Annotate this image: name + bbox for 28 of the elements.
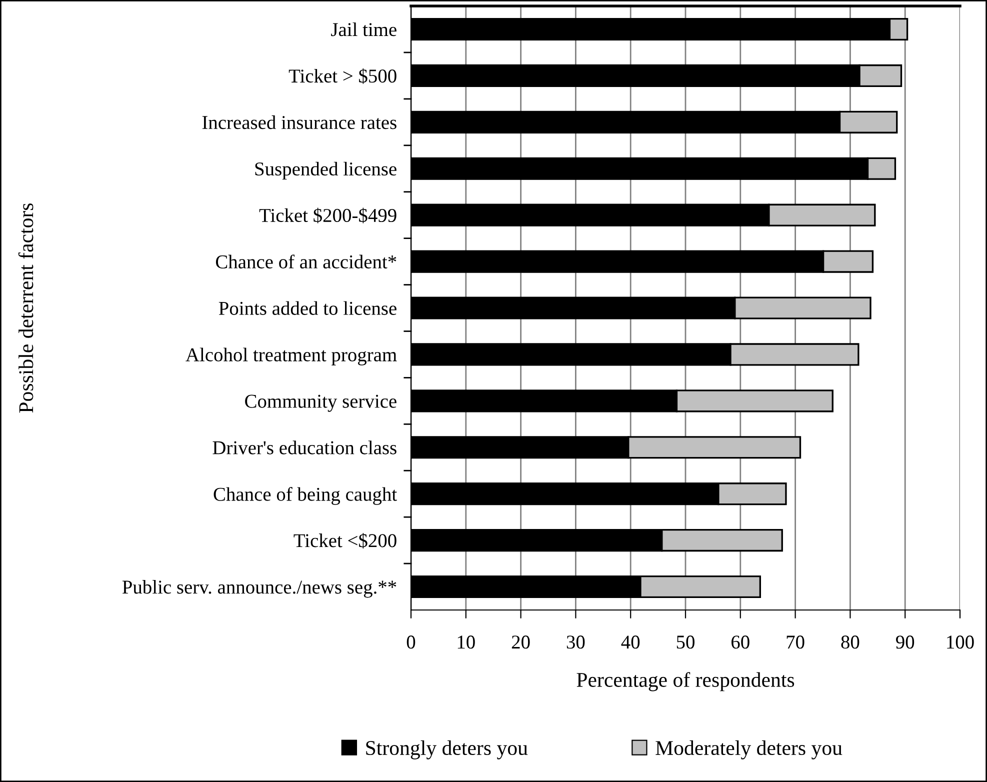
y-tick-label: Chance of being caught: [214, 487, 397, 505]
y-tick-label: Increased insurance rates: [202, 115, 396, 130]
x-tick-label: 30: [566, 636, 585, 649]
y-tick-label: Points added to license: [218, 301, 396, 315]
legend-label: Strongly deters you: [366, 740, 528, 760]
y-tick-label: Alcohol treatment program: [186, 348, 397, 366]
x-tick-label: 20: [512, 636, 530, 649]
x-tick-label: 50: [676, 636, 694, 649]
x-tick-label: 100: [947, 636, 974, 649]
x-tick-label: 60: [732, 636, 750, 649]
y-tick-label: Suspended license: [255, 162, 396, 180]
y-tick-label: Ticket > $500: [288, 68, 396, 84]
x-tick-label: 80: [841, 636, 860, 649]
y-tick-label: Public serv. announce./news seg.**: [122, 580, 396, 598]
y-tick-label: Driver's education class: [212, 440, 396, 454]
x-tick-label: 90: [896, 636, 914, 649]
x-tick-label: 10: [458, 636, 475, 649]
y-tick-label: Ticket <$200: [294, 532, 396, 549]
x-tick-label: 0: [406, 636, 416, 649]
y-tick-label: Chance of an accident*: [216, 254, 396, 268]
y-tick-label: Ticket $200-$499: [259, 208, 396, 224]
x-axis-title: Percentage of respondents: [576, 672, 794, 692]
legend-label: Moderately deters you: [656, 740, 842, 760]
y-axis-title: Possible deterrent factors: [18, 203, 34, 413]
y-tick-label: Jail time: [331, 22, 396, 36]
y-tick-label: Community service: [245, 394, 396, 412]
x-tick-label: 70: [786, 636, 804, 649]
x-tick-label: 40: [621, 636, 640, 649]
